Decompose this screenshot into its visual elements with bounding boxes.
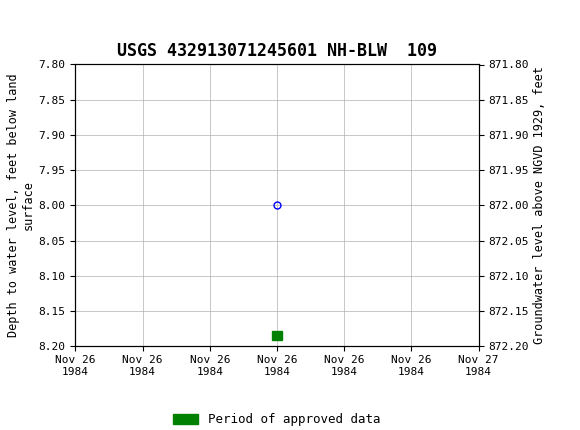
Y-axis label: Depth to water level, feet below land
surface: Depth to water level, feet below land su… <box>6 74 35 337</box>
Legend: Period of approved data: Period of approved data <box>168 408 386 430</box>
Y-axis label: Groundwater level above NGVD 1929, feet: Groundwater level above NGVD 1929, feet <box>533 66 546 344</box>
Bar <box>272 332 282 340</box>
Text: ≋USGS: ≋USGS <box>9 8 85 27</box>
Title: USGS 432913071245601 NH-BLW  109: USGS 432913071245601 NH-BLW 109 <box>117 42 437 60</box>
